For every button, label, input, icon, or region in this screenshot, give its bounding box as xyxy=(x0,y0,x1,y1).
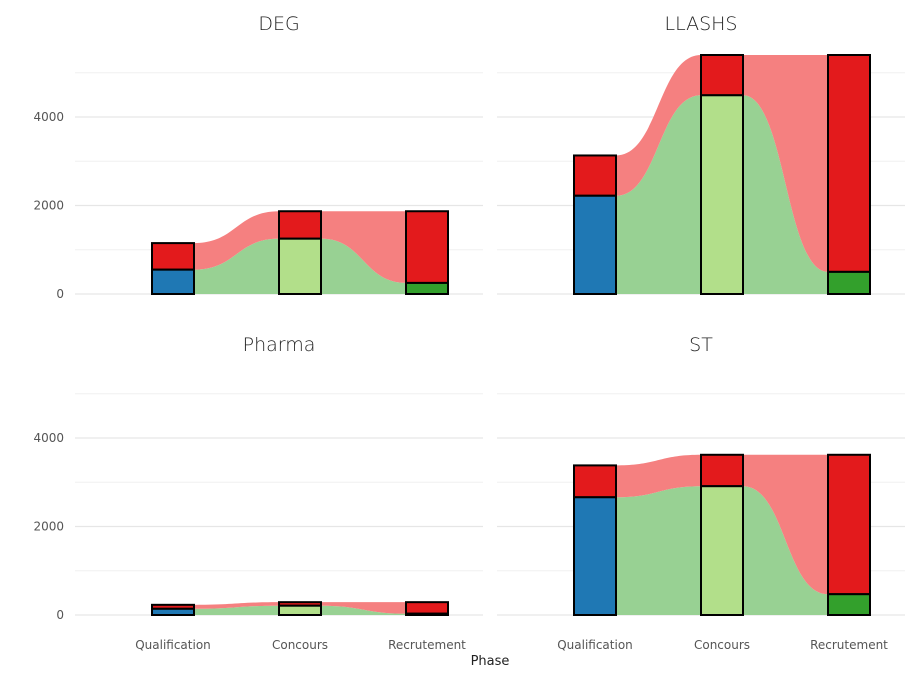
flow-fail xyxy=(743,55,828,272)
x-tick-label: Concours xyxy=(272,638,328,652)
bar-pass-segment xyxy=(151,268,195,296)
y-tick-label: 2000 xyxy=(33,519,64,533)
panel-llashs: LLASHS xyxy=(497,13,905,295)
bar-pass-segment xyxy=(573,194,617,295)
bar-pass-segment xyxy=(827,593,871,616)
bar-fail-segment xyxy=(700,54,744,97)
flow-pass xyxy=(194,238,279,294)
flow-fail xyxy=(321,602,406,614)
x-tick-label: Qualification xyxy=(557,638,633,652)
bar-pass-segment xyxy=(278,604,322,617)
panel-title: ST xyxy=(689,334,713,356)
x-tick-label: Recrutement xyxy=(810,638,888,652)
y-tick-label: 4000 xyxy=(33,110,64,124)
flow-pass xyxy=(321,238,406,294)
flow-pass xyxy=(616,486,701,615)
y-tick-label: 4000 xyxy=(33,431,64,445)
bar-pass-segment xyxy=(827,270,871,295)
flow-fail xyxy=(194,211,279,270)
bar-fail-segment xyxy=(573,464,617,499)
flow-pass xyxy=(743,486,828,615)
bar-pass-segment xyxy=(573,496,617,616)
bar-fail-segment xyxy=(405,601,449,615)
x-axis-title: Phase xyxy=(471,654,510,669)
bar-pass-segment xyxy=(278,237,322,295)
flow-fail xyxy=(743,454,828,595)
panel-st: ST Qualification Concours Recrutement xyxy=(497,334,905,652)
y-tick-label: 2000 xyxy=(33,198,64,212)
flow-fail xyxy=(194,602,279,609)
bar-pass-segment xyxy=(405,281,449,295)
bar-pass-segment xyxy=(700,94,744,295)
panel-deg: 0 2000 4000 DEG xyxy=(33,13,483,301)
flow-fail xyxy=(616,454,701,498)
y-tick-label: 0 xyxy=(56,608,64,622)
flow-pass xyxy=(321,605,406,615)
panel-title: LLASHS xyxy=(664,13,737,35)
y-tick-label: 0 xyxy=(56,287,64,301)
panel-title: DEG xyxy=(258,13,299,35)
bar-fail-segment xyxy=(573,154,617,197)
flow-pass xyxy=(743,95,828,294)
x-tick-label: Recrutement xyxy=(388,638,466,652)
bar-fail-segment xyxy=(405,210,449,284)
x-tick-label: Qualification xyxy=(135,638,211,652)
flow-pass xyxy=(194,605,279,615)
bar-pass-segment xyxy=(151,607,195,617)
bar-pass-segment xyxy=(405,612,449,617)
panel-pharma: 0 2000 4000 Pharma Qualification Concours Recr… xyxy=(33,334,483,652)
bar-fail-segment xyxy=(700,453,744,488)
flow-pass xyxy=(616,95,701,294)
bar-fail-segment xyxy=(151,242,195,271)
panel-title: Pharma xyxy=(243,334,316,356)
bar-fail-segment xyxy=(827,54,871,273)
bar-fail-segment xyxy=(827,453,871,596)
flow-fail xyxy=(616,55,701,196)
flow-fail xyxy=(321,211,406,283)
x-tick-label: Concours xyxy=(694,638,750,652)
bar-fail-segment xyxy=(278,210,322,240)
bar-pass-segment xyxy=(700,485,744,617)
